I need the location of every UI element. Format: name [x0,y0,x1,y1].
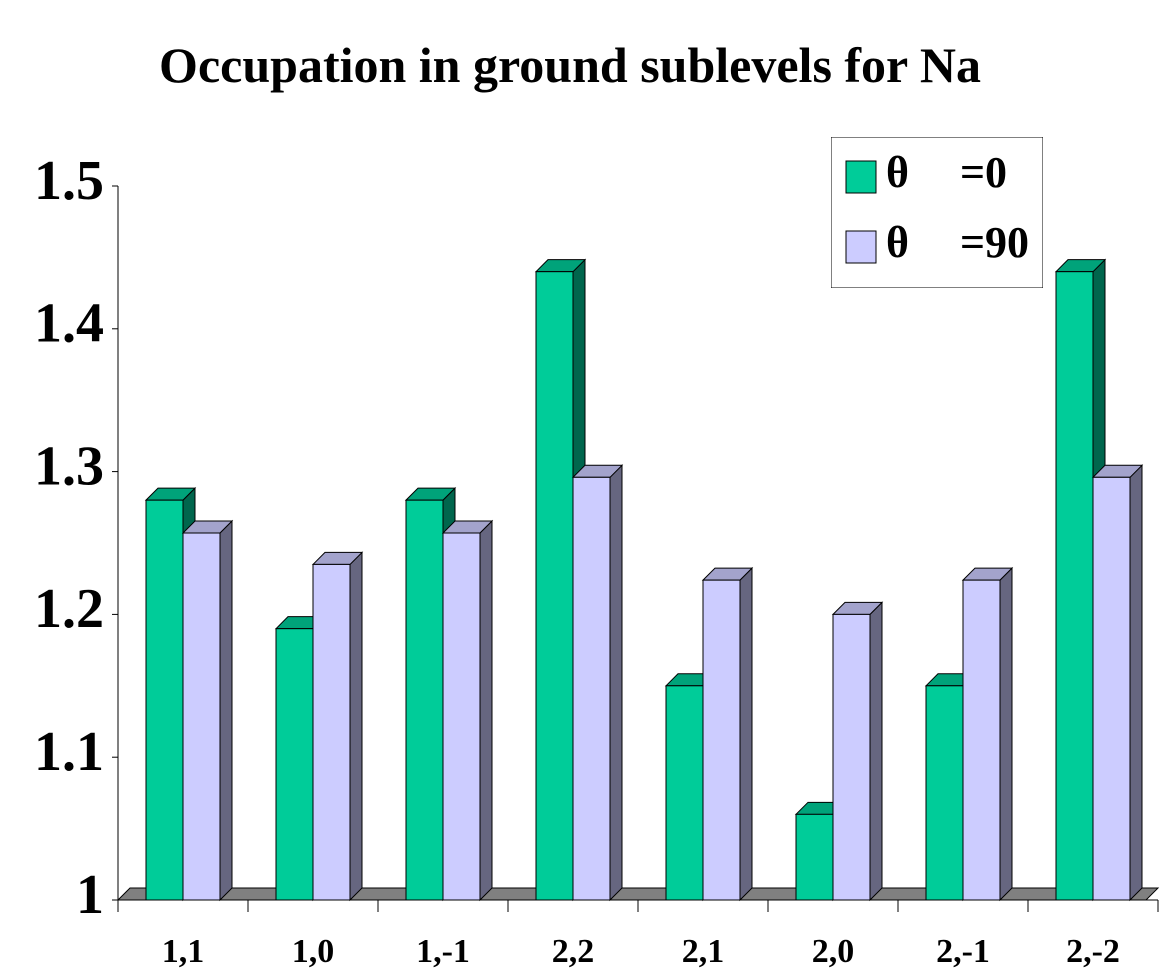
bar-front [535,271,574,901]
bar [1091,464,1144,902]
bar-front [665,685,704,901]
bar-side [1129,464,1143,902]
legend-label: θ =90 [886,218,1029,267]
bar-front [145,499,184,901]
bar-front [405,499,444,901]
bar-side [739,566,753,902]
bar-side [219,519,233,902]
y-tick-label: 1.4 [34,293,104,355]
bar-side [999,566,1013,902]
bar-side [869,601,883,902]
x-tick-label: 2,0 [812,933,855,970]
legend-swatch [845,160,877,194]
bar-front [925,685,964,901]
bar-front [795,813,834,901]
bar [831,601,884,902]
bar-front [442,532,481,901]
y-tick-label: 1.3 [34,435,104,497]
bar-front [275,628,314,901]
legend-label: θ =0 [886,148,1007,197]
y-tick-label: 1 [76,864,104,926]
bar-front [962,579,1001,901]
bar-front [572,476,611,901]
bar-front [312,563,351,901]
bar-front [1092,476,1131,901]
x-tick-label: 2,1 [682,933,725,970]
bar [571,464,624,902]
x-tick-label: 1,-1 [416,933,470,970]
x-tick-label: 1,1 [162,933,205,970]
bar-side [609,464,623,902]
bar-front [702,579,741,901]
x-tick-label: 1,0 [292,933,335,970]
bar-side [479,519,493,902]
legend-swatch [845,230,877,264]
bar [961,566,1014,902]
bar-front [832,613,871,901]
bar-front [182,532,221,901]
y-tick-label: 1.5 [34,150,104,212]
bar [311,551,364,902]
bar [701,566,754,902]
x-tick-label: 2,2 [552,933,595,970]
bar-side [349,551,363,902]
y-tick-label: 1.2 [34,578,104,640]
bar [441,519,494,902]
x-tick-label: 2,-2 [1066,933,1120,970]
bar-front [1055,271,1094,901]
chart-title: Occupation in ground sublevels for Na [159,37,981,93]
bar [181,519,234,902]
y-tick-label: 1.1 [34,721,104,783]
x-tick-label: 2,-1 [936,933,990,970]
legend: θ =0 θ =90 [831,137,1043,288]
